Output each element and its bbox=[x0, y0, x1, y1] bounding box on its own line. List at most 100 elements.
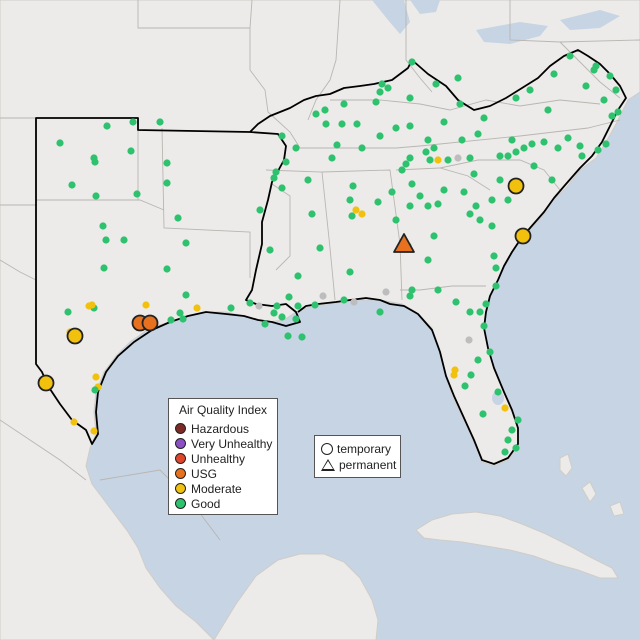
monitor-dot-good bbox=[64, 308, 72, 316]
monitor-dot-good bbox=[176, 309, 184, 317]
monitor-dot-good bbox=[333, 141, 341, 149]
monitor-dot-good bbox=[182, 291, 190, 299]
monitor-dot-good bbox=[163, 179, 171, 187]
monitor-dot-good bbox=[606, 72, 614, 80]
unhealthy-swatch-icon bbox=[175, 453, 186, 464]
monitor-dot-good bbox=[348, 212, 356, 220]
very-unhealthy-swatch-icon bbox=[175, 438, 186, 449]
legend-label: Good bbox=[191, 496, 221, 511]
monitor-dot-good bbox=[488, 196, 496, 204]
monitor-dot-good bbox=[422, 148, 430, 156]
legend-label: Moderate bbox=[191, 481, 242, 496]
legend-label: Very Unhealthy bbox=[191, 436, 273, 451]
monitor-dot-moderate bbox=[434, 156, 442, 164]
monitor-dot-good bbox=[374, 198, 382, 206]
monitor-dot-good bbox=[470, 170, 478, 178]
monitor-dot-good bbox=[474, 130, 482, 138]
monitor-dot-good bbox=[550, 70, 558, 78]
monitor-dot-good bbox=[328, 154, 336, 162]
monitor-dot-no-data bbox=[319, 292, 327, 300]
monitor-dot-good bbox=[492, 282, 500, 290]
temporary-monitor-moderate bbox=[507, 177, 525, 195]
monitor-dot-good bbox=[292, 315, 300, 323]
monitor-dot-good bbox=[408, 286, 416, 294]
monitor-dot-good bbox=[452, 298, 460, 306]
monitor-dot-good bbox=[127, 147, 135, 155]
monitor-dot-good bbox=[512, 94, 520, 102]
legend-label: Unhealthy bbox=[191, 451, 246, 466]
monitor-dot-good bbox=[494, 388, 502, 396]
hazardous-swatch-icon bbox=[175, 423, 186, 434]
monitor-dot-good bbox=[612, 86, 620, 94]
monitor-dot-good bbox=[285, 293, 293, 301]
monitor-dot-good bbox=[376, 308, 384, 316]
monitor-dot-good bbox=[486, 348, 494, 356]
monitor-dot-good bbox=[416, 192, 424, 200]
monitor-dot-good bbox=[91, 386, 99, 394]
monitor-dot-good bbox=[600, 96, 608, 104]
monitor-dot-good bbox=[576, 142, 584, 150]
temporary-monitor-moderate bbox=[514, 227, 532, 245]
great-lakes bbox=[372, 0, 620, 44]
legend-label: permanent bbox=[339, 457, 397, 472]
monitor-dot-good bbox=[133, 190, 141, 198]
legend-label: USG bbox=[191, 466, 218, 481]
monitor-dot-good bbox=[526, 86, 534, 94]
monitor-dot-good bbox=[298, 333, 306, 341]
monitor-dot-good bbox=[349, 182, 357, 190]
monitor-dot-good bbox=[501, 448, 509, 456]
monitor-dot-good bbox=[474, 356, 482, 364]
monitor-dot-good bbox=[398, 166, 406, 174]
temporary-monitor-moderate bbox=[37, 374, 55, 392]
aqi-legend-title: Air Quality Index bbox=[178, 403, 268, 417]
monitor-dot-good bbox=[272, 168, 280, 176]
monitor-dot-good bbox=[492, 264, 500, 272]
lake-okeechobee bbox=[492, 391, 504, 405]
moderate-swatch-icon bbox=[175, 483, 186, 494]
monitor-dot-good bbox=[227, 304, 235, 312]
yucatan-land bbox=[213, 553, 379, 640]
legend-item-hazardous: Hazardous bbox=[175, 421, 249, 436]
monitor-dot-good bbox=[578, 152, 586, 160]
monitor-dot-good bbox=[508, 426, 516, 434]
monitor-dot-moderate bbox=[92, 373, 100, 381]
monitor-dot-moderate bbox=[193, 304, 201, 312]
monitor-dot-good bbox=[608, 112, 616, 120]
monitor-dot-good bbox=[406, 154, 414, 162]
monitor-dot-good bbox=[440, 118, 448, 126]
monitor-dot-good bbox=[482, 300, 490, 308]
monitor-dot-good bbox=[278, 132, 286, 140]
permanent-monitor-usg bbox=[393, 233, 415, 253]
monitor-dot-moderate bbox=[501, 404, 509, 412]
monitor-dot-good bbox=[566, 52, 574, 60]
monitor-dot-good bbox=[614, 108, 622, 116]
monitor-dot-good bbox=[384, 84, 392, 92]
good-swatch-icon bbox=[175, 498, 186, 509]
monitor-dot-good bbox=[278, 313, 286, 321]
monitor-dot-good bbox=[120, 236, 128, 244]
monitor-dot-good bbox=[273, 302, 281, 310]
monitor-dot-good bbox=[490, 252, 498, 260]
monitor-dot-moderate bbox=[70, 418, 78, 426]
monitor-dot-good bbox=[282, 158, 290, 166]
monitor-dot-good bbox=[458, 136, 466, 144]
monitor-dot-good bbox=[564, 134, 572, 142]
monitor-dot-good bbox=[392, 216, 400, 224]
monitor-dot-good bbox=[292, 144, 300, 152]
monitor-dot-good bbox=[312, 110, 320, 118]
monitor-dot-good bbox=[388, 188, 396, 196]
monitor-dot-good bbox=[460, 188, 468, 196]
monitor-dot-no-data bbox=[350, 298, 358, 306]
monitor-dot-good bbox=[338, 120, 346, 128]
legend-item-very-unhealthy: Very Unhealthy bbox=[175, 436, 272, 451]
monitor-dot-moderate bbox=[352, 206, 360, 214]
legend-item-usg: USG bbox=[175, 466, 217, 481]
monitor-dot-good bbox=[466, 308, 474, 316]
monitor-dot-good bbox=[480, 322, 488, 330]
monitor-dot-good bbox=[496, 176, 504, 184]
monitor-dot-good bbox=[129, 118, 137, 126]
monitor-dot-good bbox=[508, 136, 516, 144]
monitor-dot-good bbox=[406, 94, 414, 102]
monitor-dot-good bbox=[520, 144, 528, 152]
monitor-dot-good bbox=[378, 80, 386, 88]
